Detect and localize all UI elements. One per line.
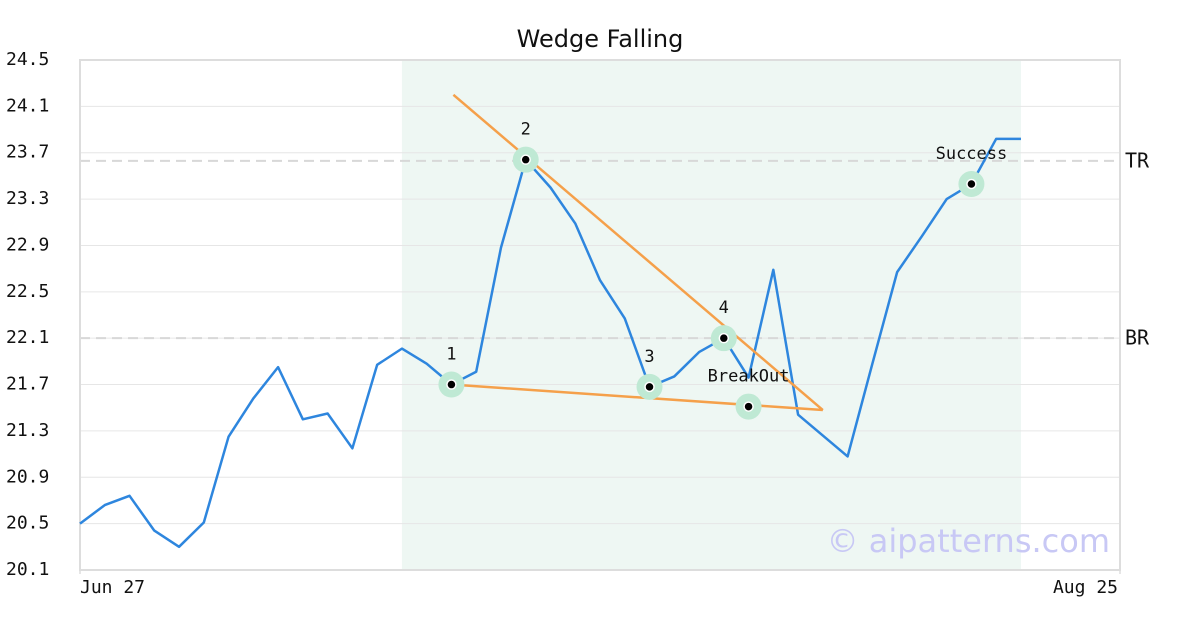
marker-dot [718,332,730,344]
marker-dot [520,154,531,165]
y-tick-label: 21.7 [6,374,49,395]
y-tick-label: 22.1 [6,327,49,348]
trendline [452,93,824,411]
y-tick-label: 21.3 [6,420,49,441]
marker-label: Success [936,144,1008,164]
y-tick-label: 23.7 [6,142,49,163]
y-tick-label: 20.5 [6,513,49,534]
marker-label: 3 [644,347,654,367]
chart-title: Wedge Falling [517,25,684,53]
y-tick-label: 20.1 [6,559,49,580]
marker-label: 2 [521,120,531,140]
y-tick-label: 22.9 [6,234,49,255]
marker-dot [446,379,457,390]
y-tick-label: 23.3 [6,188,49,209]
x-tick-label: Aug 25 [1053,577,1118,598]
marker-dot [743,401,754,412]
watermark: © aipatterns.com [827,522,1110,560]
x-tick-label: Jun 27 [80,577,145,598]
marker-label: 1 [446,345,456,365]
marker-dot [644,381,655,393]
y-tick-label: 22.5 [6,281,49,302]
level-label: TR [1125,148,1150,172]
marker-label: BreakOut [708,367,790,387]
price-line [79,137,1021,549]
level-label: BR [1125,326,1150,350]
marker-dot [966,178,977,190]
plot-frame [79,59,1121,571]
y-tick-label: 20.9 [6,466,49,487]
marker-label: 4 [719,298,729,318]
y-tick-label: 24.1 [6,95,49,116]
y-tick-label: 24.5 [6,49,49,70]
